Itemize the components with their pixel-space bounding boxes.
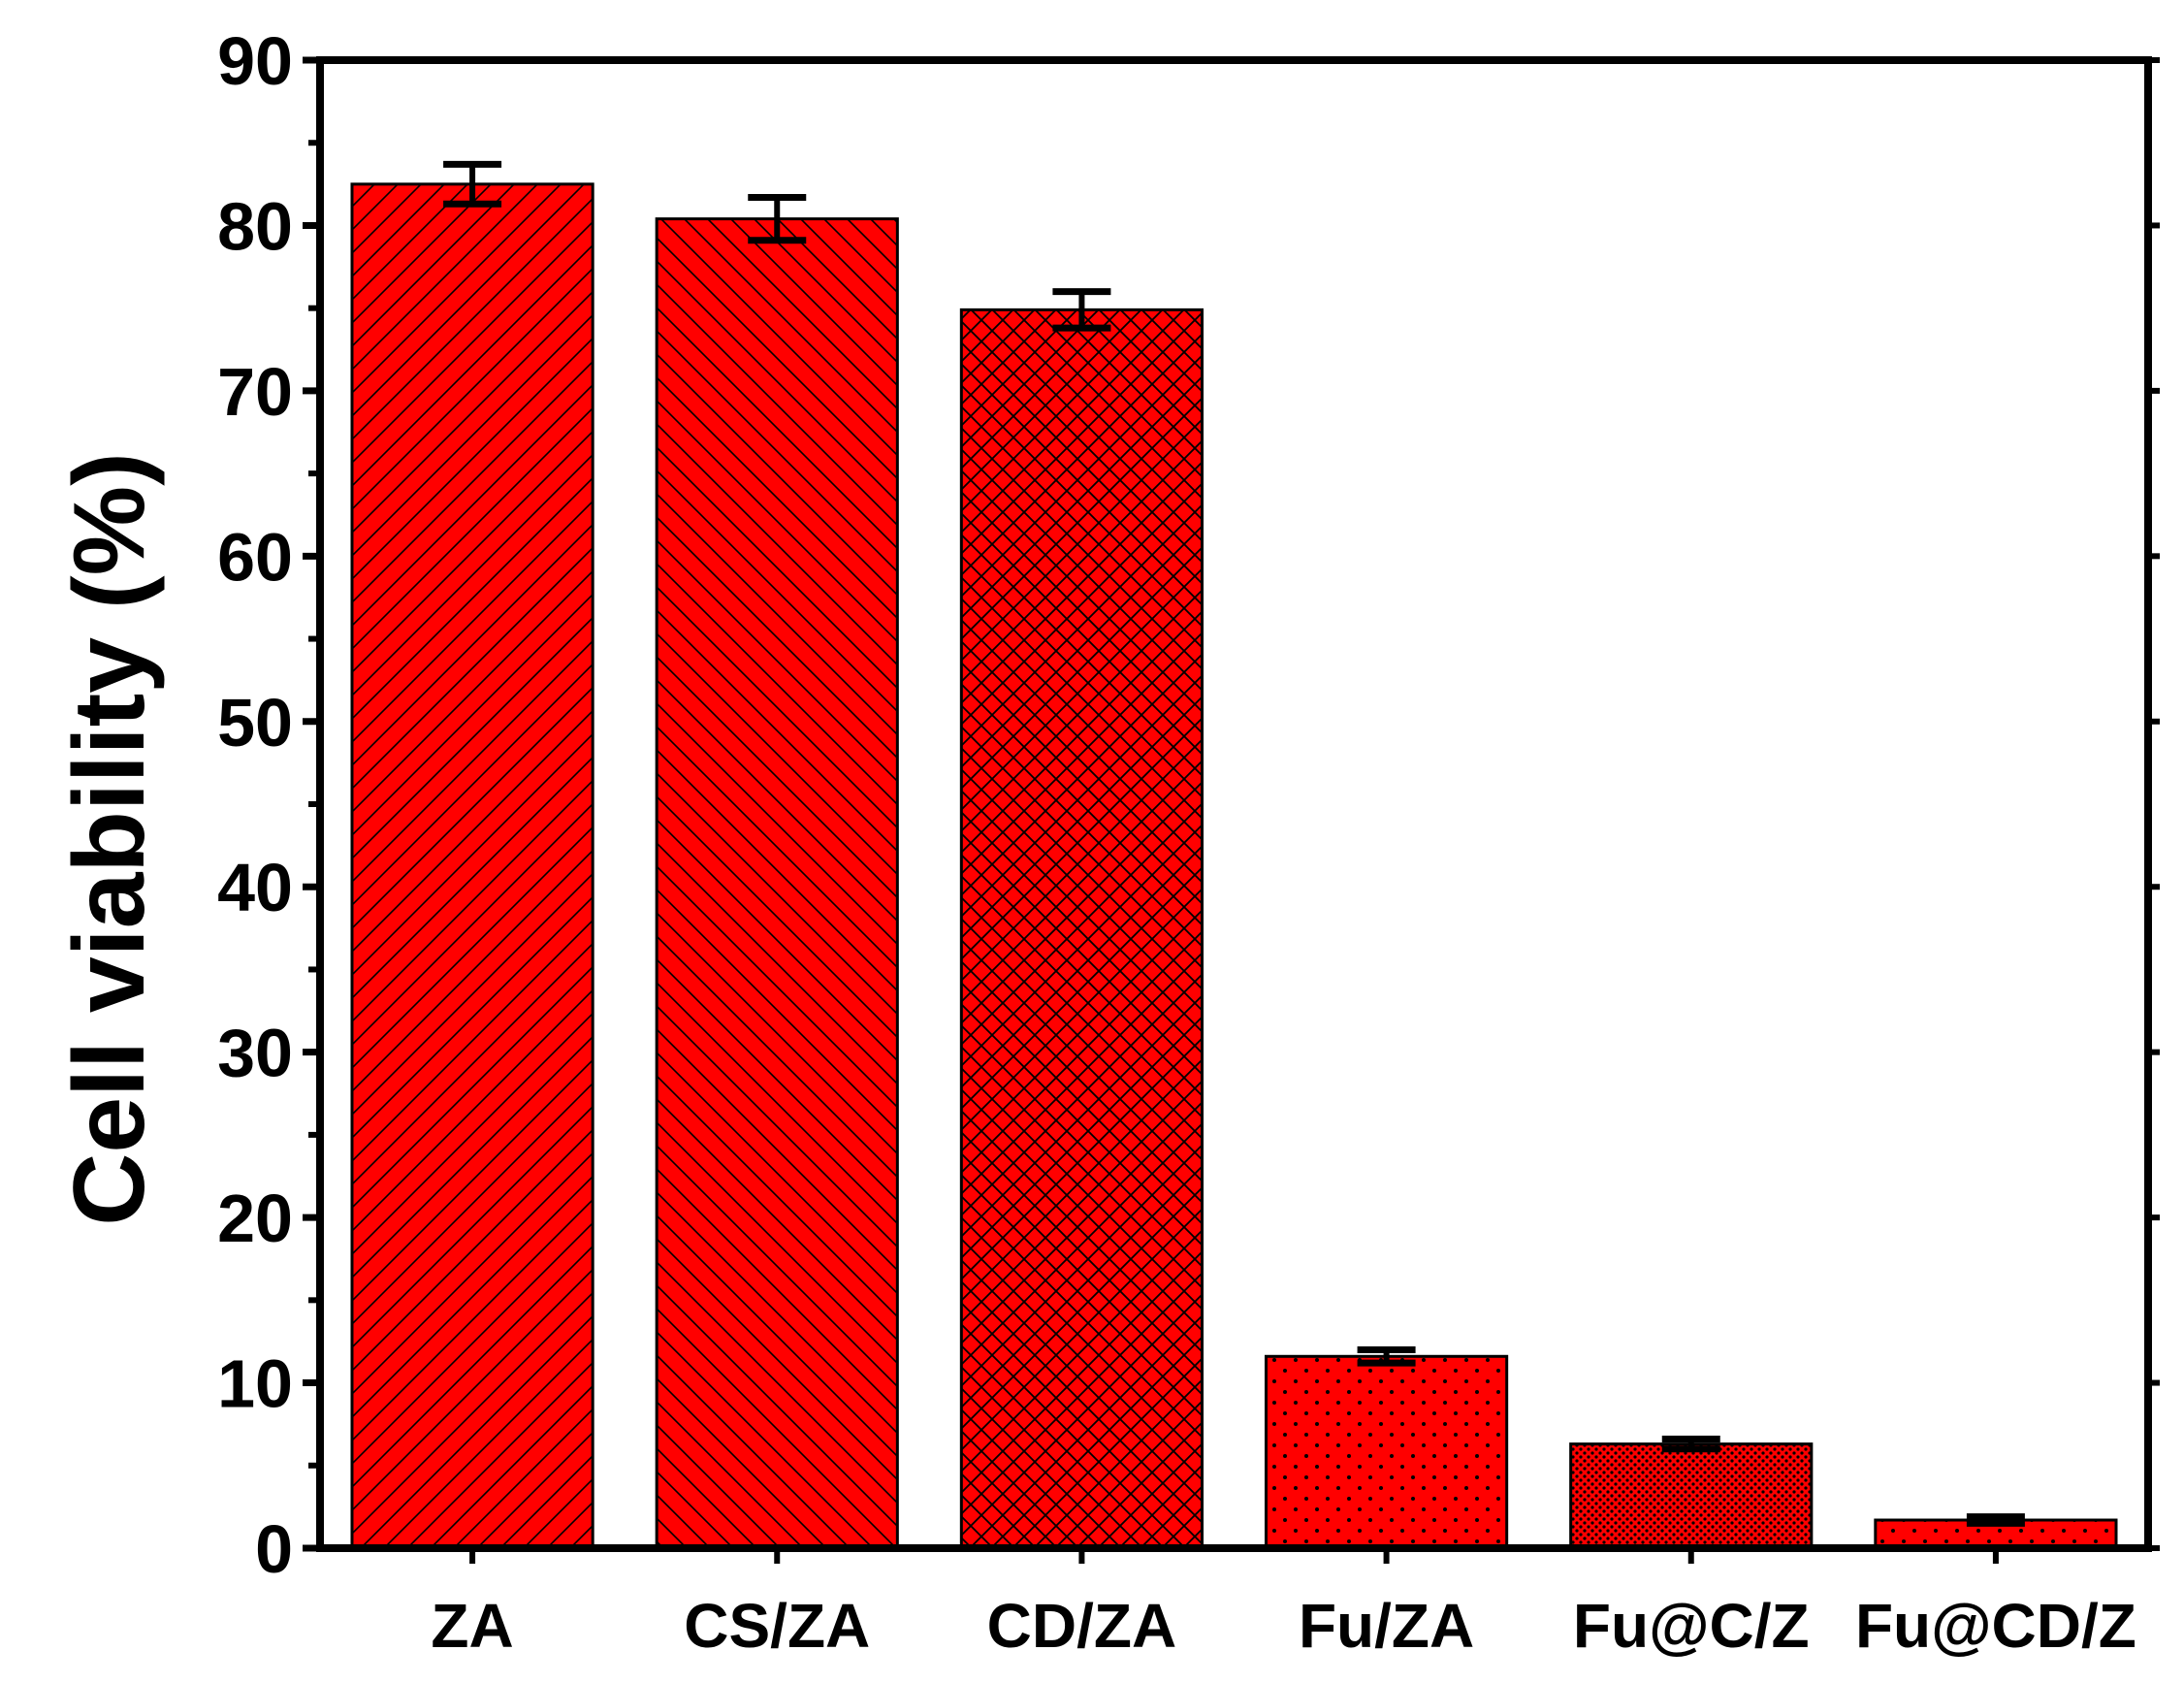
bar-fu-za — [1264, 1354, 1509, 1550]
y-tick-label: 0 — [255, 1511, 293, 1587]
x-tick-label: ZA — [431, 1591, 513, 1661]
y-axis-ticks: 0 10 20 30 40 50 60 70 80 90 — [217, 23, 2160, 1587]
y-tick-label: 90 — [217, 23, 293, 99]
y-tick-label: 50 — [217, 685, 293, 761]
error-bars-group — [443, 160, 2025, 1527]
x-tick-label: Fu@C/Z — [1573, 1591, 1810, 1661]
y-axis-title: Cell viability (%) — [53, 452, 166, 1226]
y-tick-label: 60 — [217, 519, 293, 595]
y-tick-label: 20 — [217, 1181, 293, 1256]
y-tick-label: 70 — [217, 354, 293, 430]
y-tick-label: 40 — [217, 850, 293, 925]
y-tick-label: 80 — [217, 188, 293, 264]
x-tick-label: Fu/ZA — [1299, 1591, 1474, 1661]
y-tick-label: 30 — [217, 1016, 293, 1091]
x-tick-label: Fu@CD/Z — [1855, 1591, 2136, 1661]
y-tick-label: 10 — [217, 1346, 293, 1422]
plot-frame — [316, 56, 2152, 1552]
x-tick-label: CD/ZA — [987, 1591, 1177, 1661]
bar-fu-c-z — [1569, 1442, 1814, 1550]
bar-za — [350, 182, 594, 1550]
bar-cd-za — [959, 307, 1204, 1550]
bars-group — [350, 182, 2118, 1550]
x-tick-label: CS/ZA — [684, 1591, 870, 1661]
x-axis-ticks: ZA CS/ZA CD/ZA Fu/ZA Fu@C/Z Fu@CD/Z — [431, 1548, 2136, 1661]
bar-cs-za — [655, 217, 899, 1550]
